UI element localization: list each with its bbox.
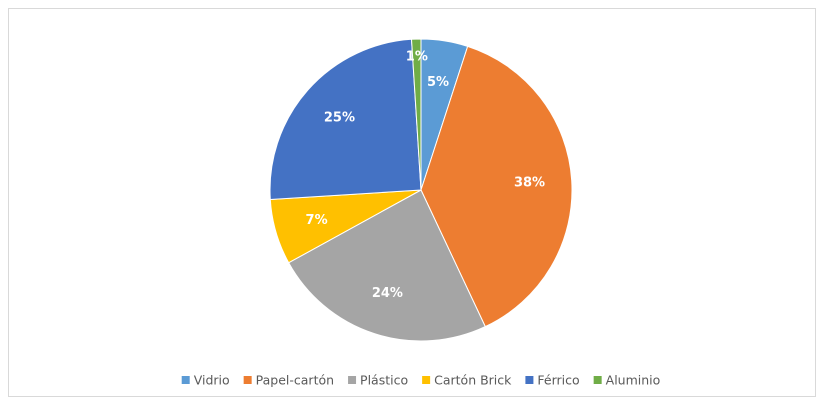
legend-swatch: [348, 376, 357, 384]
legend-swatch: [593, 376, 602, 384]
legend-label: Férrico: [537, 373, 579, 388]
value-label: 7%: [306, 213, 328, 228]
value-label: 1%: [406, 50, 428, 65]
legend-swatch: [525, 376, 534, 384]
pie-slice: [287, 189, 486, 342]
pie-slice: [410, 38, 422, 191]
pie-slice: [269, 38, 422, 201]
legend-label: Vidrio: [194, 373, 230, 388]
legend-label: Plástico: [360, 373, 408, 388]
value-label: 38%: [514, 176, 545, 191]
value-label: 5%: [427, 75, 449, 90]
legend-label: Aluminio: [606, 373, 661, 388]
legend-label: Cartón Brick: [434, 373, 512, 388]
value-label: 25%: [324, 111, 355, 126]
legend-label: Papel-cartón: [256, 373, 334, 388]
legend-swatch: [422, 376, 431, 384]
legend-swatch: [181, 376, 190, 384]
pie-slice: [420, 45, 573, 328]
legend-swatch: [243, 376, 252, 384]
legend: Vidrio Papel-cartón Plástico Cartón Brick Fé…: [181, 373, 661, 388]
value-label: 24%: [372, 286, 403, 301]
